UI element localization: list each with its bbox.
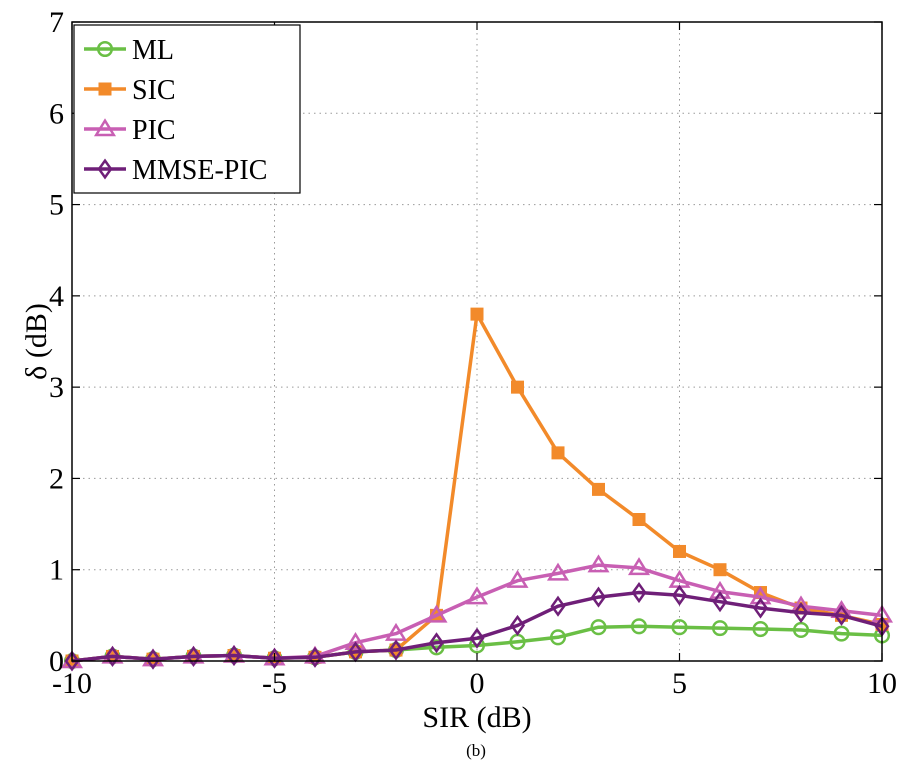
legend-label-ml: ML <box>132 35 174 66</box>
legend: ML SIC PIC MMSE-PIC <box>73 24 301 194</box>
legend-label-pic: PIC <box>132 115 176 146</box>
ml-data-point <box>752 621 769 638</box>
mmse-pic-data-point <box>307 646 323 668</box>
pic-data-point <box>465 586 489 605</box>
mmse-pic-data-point <box>145 648 161 670</box>
pic-data-point <box>627 557 651 576</box>
legend-item-sic: SIC <box>84 75 176 106</box>
mmse-pic-data-point <box>266 647 283 669</box>
series-sic <box>65 307 889 668</box>
mmse-pic-data-point <box>469 627 485 649</box>
x-tick-label: 5 <box>672 667 687 700</box>
sic-data-point <box>470 307 484 321</box>
pic-data-point <box>708 580 732 599</box>
legend-item-pic: PIC <box>84 115 176 146</box>
mmse-pic-data-point <box>226 644 242 667</box>
sic-data-point <box>632 513 646 527</box>
y-tick-label: 2 <box>49 462 64 495</box>
pic-data-point <box>344 631 367 650</box>
x-tick-label: 10 <box>867 667 897 700</box>
pic-data-point <box>749 586 772 605</box>
x-axis-title: SIR (dB) <box>422 701 531 734</box>
x-tick-label: 0 <box>470 667 485 700</box>
series-line-mmse-pic <box>71 590 883 663</box>
mmse-pic-data-point <box>428 632 445 654</box>
y-tick-label: 7 <box>49 6 64 39</box>
legend-marker-pic <box>93 118 117 137</box>
mmse-pic-data-point <box>671 584 688 606</box>
ml-data-point <box>549 629 567 646</box>
legend-marker-mmse-pic <box>97 158 113 180</box>
sic-data-point <box>673 544 686 558</box>
ml-data-point <box>428 639 445 656</box>
mmse-pic-data-point <box>752 597 769 619</box>
y-axis-title: δ (dB) <box>20 303 53 380</box>
y-tick-label: 5 <box>49 189 64 222</box>
x-tick-label: -10 <box>52 667 92 700</box>
mmse-pic-data-point <box>550 595 566 617</box>
legend-marker-ml <box>96 40 114 58</box>
mmse-pic-data-point <box>833 604 850 626</box>
pic-data-point <box>546 562 570 581</box>
x-tick-label: -5 <box>262 667 287 700</box>
y-tick-label: 6 <box>49 97 64 130</box>
ml-data-point <box>671 619 688 636</box>
sic-data-point <box>511 380 524 394</box>
y-tick-label: 0 <box>49 645 64 678</box>
ml-data-point <box>590 619 607 636</box>
pic-data-point <box>587 554 610 573</box>
grid <box>72 22 882 661</box>
y-tick-label: 4 <box>49 280 64 313</box>
sic-data-point <box>551 446 565 460</box>
mmse-pic-data-point <box>590 586 607 608</box>
sic-data-point <box>592 482 605 496</box>
legend-marker-sic <box>98 82 112 96</box>
figure-caption: (b) <box>466 741 486 760</box>
mmse-pic-data-point <box>104 645 121 667</box>
mmse-pic-data-point <box>64 650 80 672</box>
y-tick-label: 1 <box>49 554 64 587</box>
pic-data-point <box>425 604 448 623</box>
mmse-pic-data-point <box>185 645 202 667</box>
y-tick-label: 3 <box>49 371 64 404</box>
legend-label-sic: SIC <box>132 75 176 106</box>
mmse-pic-data-point <box>509 614 526 636</box>
ml-data-point <box>711 620 729 637</box>
series-layer <box>60 307 894 672</box>
ml-data-point <box>630 618 648 635</box>
ml-data-point <box>833 625 850 642</box>
mmse-pic-data-point <box>388 639 404 661</box>
mmse-pic-data-point <box>631 581 647 604</box>
mmse-pic-data-point <box>793 602 809 624</box>
sic-data-point <box>713 563 727 577</box>
series-mmse-pic <box>64 581 890 672</box>
legend-label-mmse-pic: MMSE-PIC <box>132 155 267 186</box>
pic-data-point <box>506 569 529 588</box>
legend-item-ml: ML <box>84 35 174 66</box>
tick-labels: -10 -5 0 5 10 0 1 2 3 4 5 6 7 <box>49 6 897 700</box>
mmse-pic-data-point <box>712 591 728 613</box>
legend-item-mmse-pic: MMSE-PIC <box>84 155 267 186</box>
